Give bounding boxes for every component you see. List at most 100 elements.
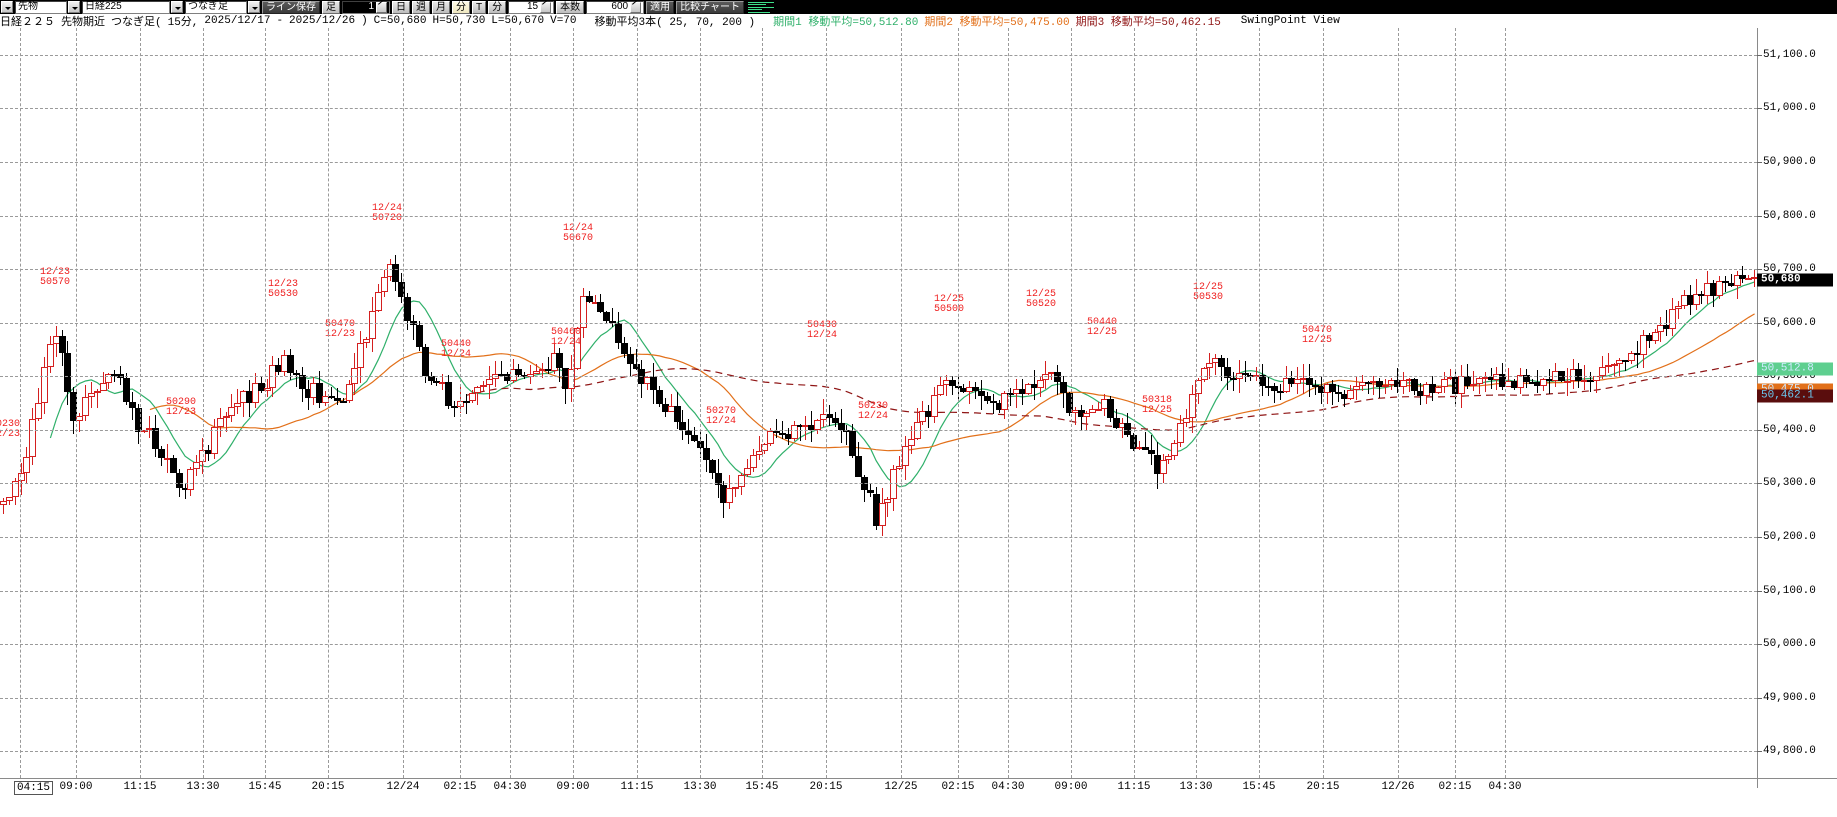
- swing-label-line1: 50470: [324, 319, 356, 330]
- x-axis-tick-label[interactable]: 20:15: [311, 781, 345, 793]
- candle-wick: [735, 486, 737, 498]
- candle-body: [767, 430, 775, 444]
- candle-body: [901, 445, 909, 467]
- candle-body: [357, 343, 365, 368]
- x-axis-tick-label[interactable]: 12/24: [386, 781, 420, 793]
- x-axis-tick-label[interactable]: 02:15: [941, 781, 975, 793]
- candlestick: [532, 28, 540, 778]
- count-label-button[interactable]: 本数: [556, 0, 585, 14]
- product-combo[interactable]: 先物: [15, 0, 67, 14]
- candlestick: [556, 28, 564, 778]
- symbol-chevron-down-icon[interactable]: [171, 1, 183, 13]
- swing-point-label: 50270 12/24: [706, 407, 736, 427]
- period-week-button[interactable]: 週: [412, 0, 430, 14]
- grid-line-vertical: [510, 28, 511, 778]
- candlestick: [392, 28, 400, 778]
- candlestick: [1598, 28, 1606, 778]
- candle-body: [1376, 380, 1384, 387]
- x-axis-tick-label[interactable]: 04:30: [1488, 781, 1522, 793]
- swing-label-line2: 50720: [371, 213, 403, 224]
- period-tick-button[interactable]: T: [472, 0, 487, 14]
- x-axis-tick-label[interactable]: 09:00: [556, 781, 590, 793]
- bar-label-button[interactable]: 足: [322, 0, 340, 14]
- x-axis-tick-label[interactable]: 20:15: [1306, 781, 1340, 793]
- candle-wick: [1449, 368, 1451, 380]
- chart-canvas[interactable]: 12/23505705023012/235029012/2312/2350530…: [0, 28, 1837, 795]
- swing-point-label: 50430 12/24: [807, 321, 837, 341]
- period-month-button[interactable]: 月: [432, 0, 450, 14]
- apply-button[interactable]: 適用: [646, 0, 675, 14]
- grid-line-vertical: [403, 28, 404, 778]
- x-axis-tick-label[interactable]: 11:15: [620, 781, 654, 793]
- x-axis-tick-label[interactable]: 04:15: [14, 781, 54, 795]
- line-save-button[interactable]: ライン保存: [262, 0, 320, 14]
- minute-label-button[interactable]: 分: [488, 0, 507, 14]
- candle-body: [556, 353, 564, 368]
- bar-count-stepper-icon[interactable]: [376, 1, 387, 13]
- symbol-combo[interactable]: 日経225: [82, 0, 170, 14]
- y-axis-labels[interactable]: 51,100.0 51,000.0 50,900.0 50,800.0 50,700.0…: [1757, 28, 1837, 778]
- grid-line-vertical: [1455, 28, 1456, 778]
- candle-wick: [1537, 369, 1539, 393]
- count-stepper-icon[interactable]: [630, 1, 642, 13]
- candle-wick: [975, 382, 977, 399]
- candlestick: [193, 28, 201, 778]
- x-axis-tick-label[interactable]: 13:30: [186, 781, 220, 793]
- plot-area[interactable]: 12/23505705023012/235029012/2312/2350530…: [0, 28, 1757, 778]
- x-axis-tick-label[interactable]: 20:15: [809, 781, 843, 793]
- x-axis-tick-label[interactable]: 12/26: [1381, 781, 1415, 793]
- x-axis-tick-label[interactable]: 11:15: [1117, 781, 1151, 793]
- candle-wick: [1010, 388, 1012, 406]
- x-axis-tick-label[interactable]: 13:30: [1179, 781, 1213, 793]
- product-chevron-down-icon[interactable]: [68, 1, 80, 13]
- grid-line-vertical: [265, 28, 266, 778]
- menu-chevron-down-icon[interactable]: [1, 1, 13, 13]
- candlestick: [585, 28, 593, 778]
- minute-stepper-icon[interactable]: [540, 1, 552, 13]
- x-axis-tick-label[interactable]: 15:45: [248, 781, 282, 793]
- minute-value-input[interactable]: 15: [508, 0, 555, 14]
- candle-body: [1440, 379, 1448, 387]
- contract-combo[interactable]: つなぎ足: [185, 0, 247, 14]
- bar-count-input[interactable]: 1: [342, 0, 390, 14]
- x-axis-tick-label[interactable]: 02:15: [443, 781, 477, 793]
- candle-body: [884, 499, 892, 504]
- candlestick: [1188, 28, 1196, 778]
- x-axis-tick-label[interactable]: 15:45: [745, 781, 779, 793]
- x-axis-tick-label[interactable]: 12/25: [884, 781, 918, 793]
- contract-chevron-down-icon[interactable]: [248, 1, 260, 13]
- grid-line-horizontal: [0, 751, 1757, 753]
- candle-body: [978, 390, 986, 397]
- candle-body: [1282, 377, 1290, 393]
- x-axis-tick-label[interactable]: 13:30: [683, 781, 717, 793]
- candlestick: [1089, 28, 1097, 778]
- candlestick: [298, 28, 306, 778]
- candle-body: [99, 383, 107, 391]
- candlestick: [1434, 28, 1442, 778]
- bar-chart-icon[interactable]: [748, 1, 775, 13]
- count-value-input[interactable]: 600: [586, 0, 645, 14]
- x-axis-tick-label[interactable]: 15:45: [1242, 781, 1276, 793]
- compare-chart-button[interactable]: 比較チャート: [676, 0, 745, 14]
- x-axis-tick-label[interactable]: 11:15: [123, 781, 157, 793]
- info-ma2: 期間2 移動平均=50,475.00: [924, 17, 1070, 28]
- candlestick: [99, 28, 107, 778]
- x-axis-tick-label[interactable]: 09:00: [1054, 781, 1088, 793]
- candlestick: [1721, 28, 1729, 778]
- x-axis-labels[interactable]: 04:15 09:00 11:15 13:30 15:45 20:15 12/24 02:15…: [0, 779, 1837, 799]
- period-day-button[interactable]: 日: [392, 0, 410, 14]
- candle-wick: [594, 295, 596, 303]
- x-axis-tick-label[interactable]: 09:00: [59, 781, 93, 793]
- period-minute-button[interactable]: 分: [452, 0, 470, 14]
- candle-body: [1751, 277, 1757, 280]
- swing-label-line1: 12/23: [267, 279, 299, 290]
- candle-body: [1733, 274, 1741, 287]
- candle-wick: [1232, 371, 1234, 391]
- x-axis-tick-label[interactable]: 04:30: [991, 781, 1025, 793]
- candle-body: [597, 301, 605, 312]
- x-axis-tick-label[interactable]: 02:15: [1438, 781, 1472, 793]
- grid-line-vertical: [1134, 28, 1135, 778]
- info-low: L=50,670: [491, 15, 545, 27]
- x-axis-tick-label[interactable]: 04:30: [493, 781, 527, 793]
- candlestick: [105, 28, 113, 778]
